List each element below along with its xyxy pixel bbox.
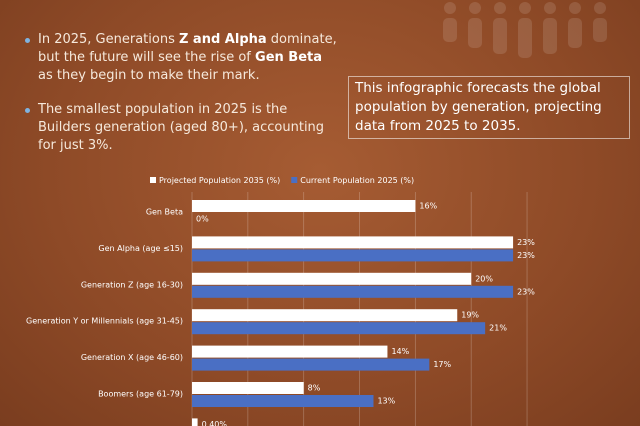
- note: This infographic forecasts the global po…: [348, 76, 630, 139]
- value-label: 8%: [308, 384, 321, 393]
- bar: [192, 236, 514, 249]
- value-label: 14%: [391, 347, 409, 356]
- value-label: 19%: [461, 311, 479, 320]
- bullet-text: Z and Alpha: [178, 32, 267, 47]
- bar: [192, 382, 304, 394]
- value-label: 16%: [419, 202, 437, 211]
- y-tick-label: Generation Z (age 16-30): [81, 280, 183, 289]
- bar: [192, 395, 374, 407]
- bullet: The smallest population in 2025 is the B…: [25, 101, 338, 155]
- y-tick-label: Gen Alpha (age ≤15): [98, 244, 183, 253]
- y-tick-label: Generation X (age 46-60): [81, 353, 183, 362]
- value-label: 17%: [433, 360, 451, 369]
- bar: [192, 309, 458, 322]
- y-tick-label: Generation Y or Millennials (age 31-45): [26, 317, 183, 326]
- bar: [192, 272, 472, 285]
- value-label: 23%: [517, 238, 535, 247]
- legend-swatch: [150, 177, 156, 183]
- legend-label: Current Population 2025 (%): [300, 176, 414, 185]
- value-label: 0.40%: [202, 420, 228, 426]
- bullet: In 2025, Generations Z and Alpha dominat…: [25, 31, 338, 85]
- bullet-text: as they begin to make their mark.: [38, 68, 260, 83]
- bar: [192, 249, 514, 262]
- value-label: 23%: [517, 287, 535, 296]
- y-tick-label: Gen Beta: [146, 208, 183, 217]
- bar: [192, 345, 388, 358]
- value-label: 21%: [489, 324, 507, 333]
- people-icons: [443, 2, 607, 58]
- bar: [192, 322, 486, 335]
- value-label: 0%: [196, 215, 209, 224]
- bar: [192, 418, 198, 426]
- value-label: 13%: [377, 397, 395, 406]
- bullet-text: The smallest population in 2025 is the B…: [38, 102, 325, 153]
- bar: [192, 200, 416, 212]
- y-tick-label: Boomers (age 61-79): [98, 390, 183, 399]
- value-label: 23%: [517, 251, 535, 260]
- legend-swatch: [291, 177, 298, 183]
- bullet-text: dominate, but the future will see the ri…: [38, 32, 337, 65]
- bar: [192, 358, 430, 371]
- bullet-text: Gen Beta: [255, 50, 323, 65]
- bar: [192, 285, 514, 298]
- bullet-text: In 2025, Generations: [38, 32, 179, 47]
- value-label: 20%: [475, 274, 493, 283]
- legend-label: Projected Population 2035 (%): [159, 176, 280, 185]
